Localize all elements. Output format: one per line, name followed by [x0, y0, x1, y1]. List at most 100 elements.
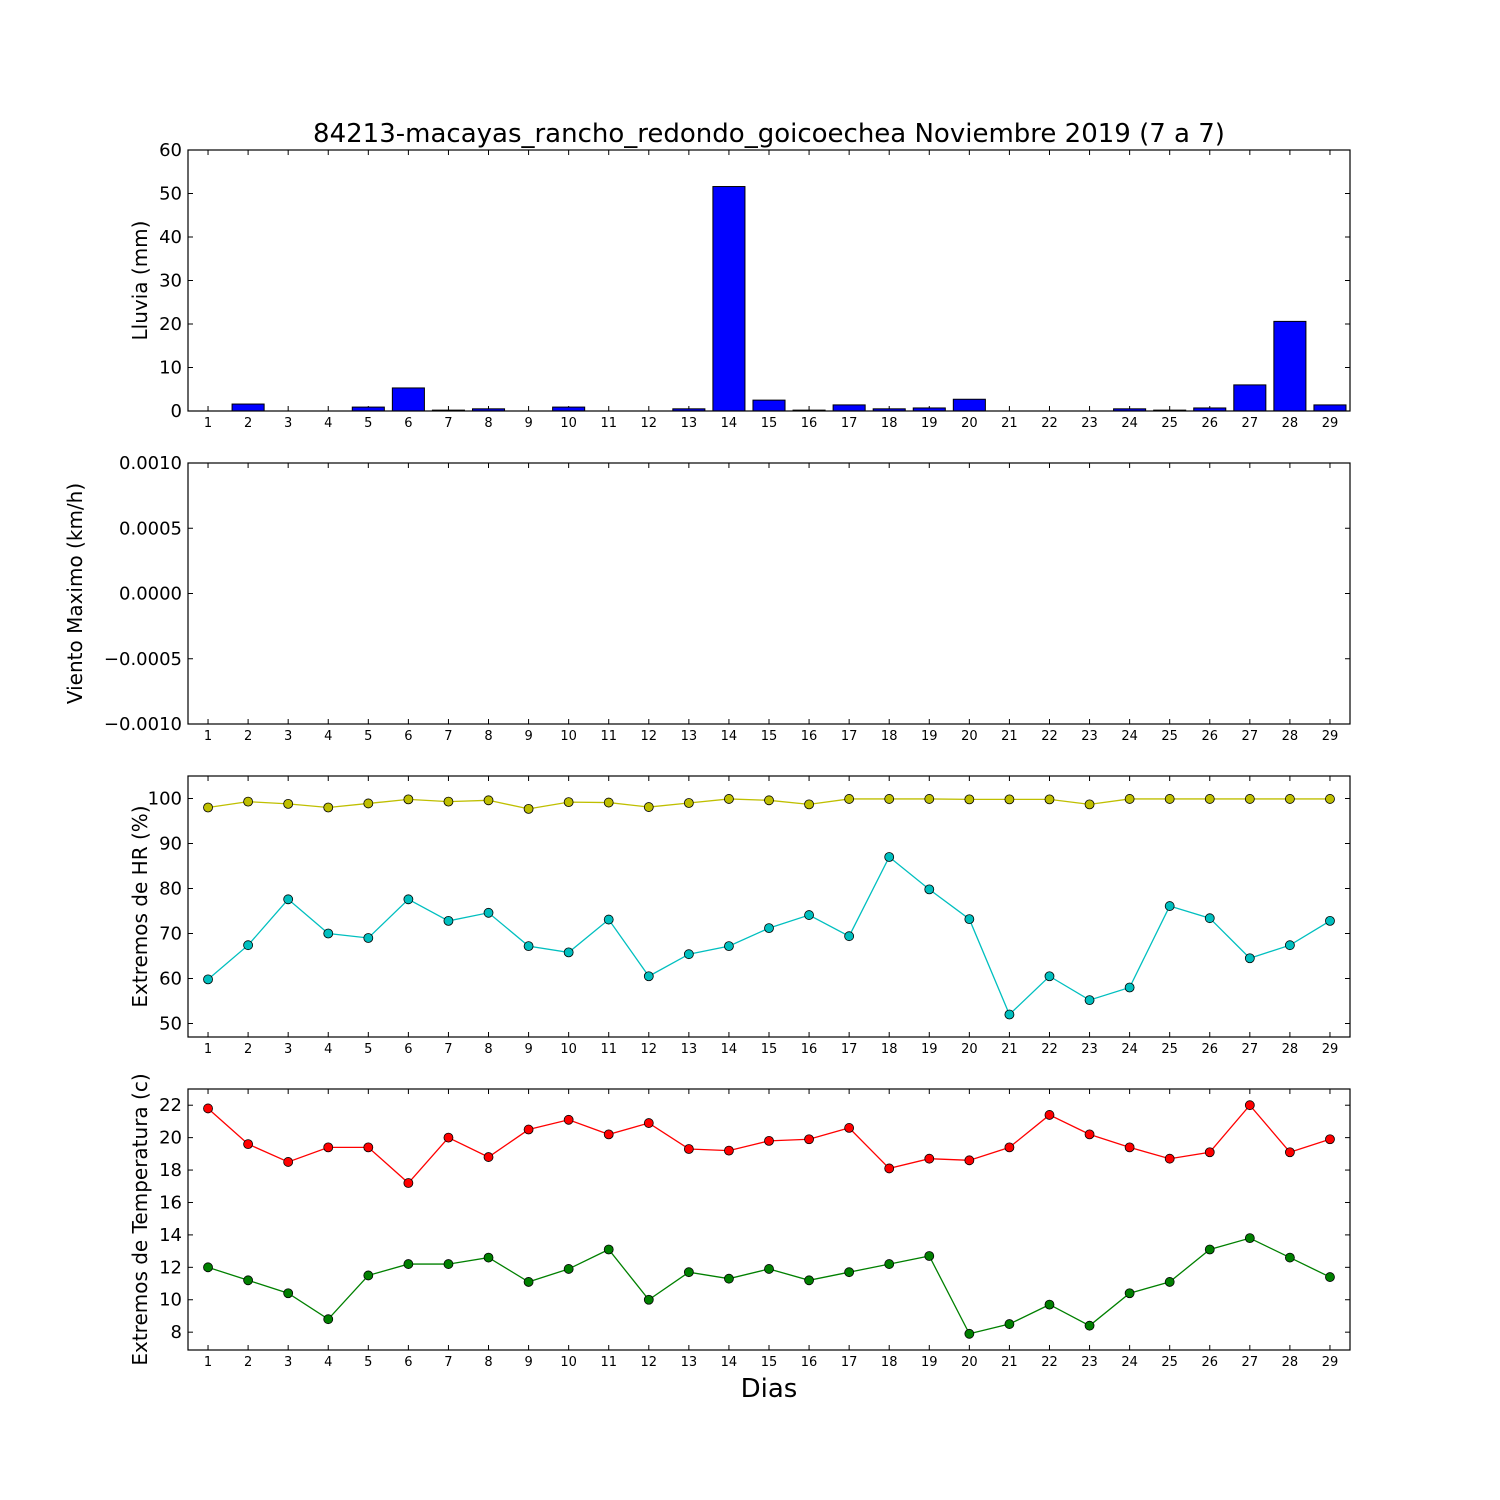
humidity-point-2-day-11 [603, 914, 614, 925]
y-tick-label: 20 [159, 314, 182, 335]
y-tick-label: 22 [159, 1095, 182, 1116]
temperature-point-2-day-18 [884, 1259, 895, 1269]
humidity-point-1-day-8 [483, 795, 494, 806]
temperature-point-1-day-23 [1084, 1129, 1095, 1140]
x-tick-label: 21 [1001, 1355, 1018, 1370]
temperature-point-2-day-23 [1084, 1320, 1095, 1331]
temperature-point-2-day-24 [1124, 1288, 1135, 1299]
temperature-point-1-day-22 [1044, 1110, 1055, 1120]
axes-frame [187, 149, 1351, 412]
x-tick-label: 24 [1121, 1355, 1138, 1370]
humidity-point-1-day-15 [764, 795, 774, 806]
x-tick-label: 16 [801, 1355, 818, 1370]
temperature-point-1-day-26 [1204, 1147, 1215, 1158]
rain-bar-day-6 [391, 387, 425, 412]
temperature-point-1-day-21 [1004, 1142, 1015, 1153]
temperature-point-2-day-5 [363, 1270, 374, 1281]
humidity-point-2-day-9 [523, 941, 534, 951]
x-axis-label: Dias [741, 1374, 798, 1404]
x-tick-label: 3 [284, 1042, 292, 1057]
x-tick-label: 29 [1322, 416, 1339, 431]
y-tick-label: 80 [159, 879, 182, 900]
y-tick-label: 100 [148, 789, 182, 810]
humidity-point-1-day-10 [563, 797, 574, 807]
x-tick-label: 6 [404, 416, 412, 431]
temperature-point-1-day-17 [844, 1123, 855, 1133]
x-tick-label: 17 [841, 1355, 858, 1370]
axes-frame [187, 775, 1351, 1038]
y-axis-label-humidity: Extremos de HR (%) [128, 805, 152, 1007]
y-tick-label: 0 [171, 401, 182, 422]
humidity-point-2-day-12 [643, 971, 654, 982]
humidity-point-2-day-24 [1124, 982, 1135, 993]
x-tick-label: 13 [681, 1355, 698, 1370]
rain-bar-day-29 [1313, 404, 1347, 412]
x-tick-label: 19 [921, 1355, 938, 1370]
humidity-point-1-day-19 [924, 794, 935, 804]
x-tick-label: 22 [1041, 416, 1058, 431]
temperature-point-1-day-3 [283, 1157, 294, 1167]
x-tick-label: 5 [364, 416, 372, 431]
y-tick-label: −0.0005 [104, 649, 182, 670]
x-tick-label: 12 [641, 729, 658, 744]
rain-bar-day-15 [752, 399, 786, 412]
x-tick-label: 22 [1041, 1042, 1058, 1057]
temperature-point-2-day-3 [283, 1288, 294, 1299]
temperature-point-2-day-9 [523, 1277, 534, 1287]
x-tick-label: 16 [801, 729, 818, 744]
x-tick-label: 20 [961, 729, 978, 744]
x-tick-label: 18 [881, 729, 898, 744]
temperature-point-2-day-14 [724, 1273, 734, 1284]
humidity-point-1-day-6 [403, 794, 414, 805]
y-tick-label: 60 [159, 969, 182, 990]
y-tick-label: 0.0000 [119, 584, 182, 605]
humidity-point-1-day-2 [243, 796, 254, 807]
y-tick-label: 0.0005 [119, 518, 182, 539]
x-tick-label: 25 [1161, 416, 1178, 431]
x-tick-label: 12 [641, 1355, 658, 1370]
x-tick-label: 15 [761, 1355, 778, 1370]
humidity-point-2-day-3 [283, 894, 294, 905]
x-tick-label: 1 [204, 729, 212, 744]
y-axis-label-wind: Viento Maximo (km/h) [63, 483, 87, 704]
rain-bar-day-2 [231, 403, 265, 412]
temperature-point-2-day-15 [764, 1264, 774, 1274]
humidity-point-2-day-28 [1284, 940, 1295, 951]
x-tick-label: 1 [204, 416, 212, 431]
temperature-point-1-day-16 [804, 1134, 814, 1145]
x-tick-label: 21 [1001, 729, 1018, 744]
humidity-point-1-day-16 [804, 799, 814, 810]
x-tick-label: 27 [1242, 1042, 1259, 1057]
x-tick-label: 25 [1161, 1042, 1178, 1057]
x-tick-label: 21 [1001, 1042, 1018, 1057]
temperature-point-1-day-15 [764, 1135, 774, 1146]
x-tick-label: 14 [721, 729, 738, 744]
humidity-point-1-day-17 [844, 794, 855, 804]
temperature-point-2-day-27 [1244, 1233, 1255, 1244]
x-tick-label: 2 [244, 1042, 252, 1057]
temperature-point-1-day-12 [643, 1118, 654, 1128]
x-tick-label: 2 [244, 416, 252, 431]
x-tick-label: 6 [404, 1042, 412, 1057]
x-tick-label: 29 [1322, 1355, 1339, 1370]
temperature-point-2-day-10 [563, 1264, 574, 1274]
chart-title: 84213-macayas_rancho_redondo_goicoechea … [313, 119, 1225, 149]
x-tick-label: 14 [721, 416, 738, 431]
temperature-point-1-day-25 [1164, 1153, 1175, 1164]
temperature-point-1-day-20 [964, 1155, 975, 1166]
x-tick-label: 11 [600, 1355, 617, 1370]
temperature-point-2-day-4 [323, 1314, 334, 1325]
x-tick-label: 26 [1201, 1042, 1218, 1057]
humidity-point-1-day-26 [1204, 794, 1215, 804]
y-tick-label: 70 [159, 924, 182, 945]
temperature-point-2-day-13 [683, 1267, 694, 1278]
temperature-point-1-day-18 [884, 1163, 895, 1174]
humidity-point-2-day-1 [203, 974, 213, 985]
temperature-point-1-day-6 [403, 1178, 414, 1188]
x-tick-label: 2 [244, 729, 252, 744]
humidity-point-2-day-29 [1325, 916, 1335, 926]
x-tick-label: 7 [444, 729, 452, 744]
